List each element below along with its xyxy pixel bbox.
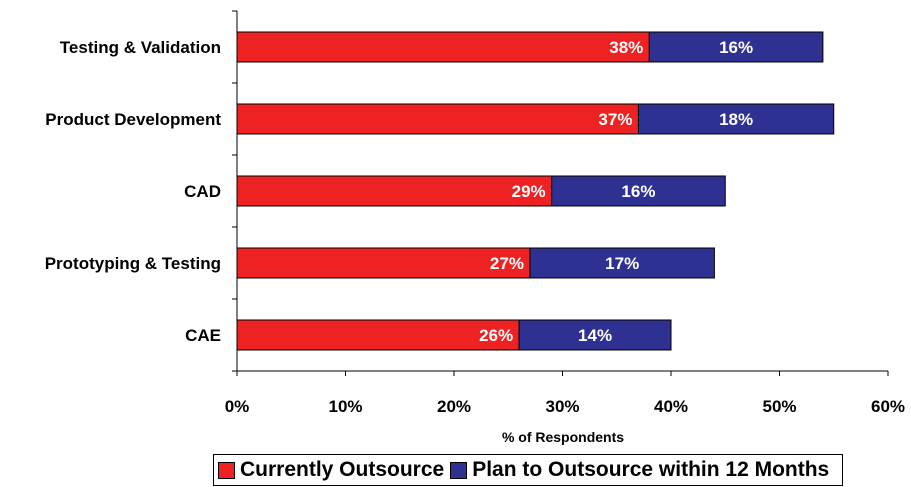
- legend-label-plan-to-outsource: Plan to Outsource within 12 Months: [472, 458, 830, 481]
- bar-plan-to-outsource: [637, 103, 835, 135]
- data-label-plan-to-outsource: 17%: [605, 254, 639, 273]
- bar-currently-outsource: [236, 319, 520, 351]
- bar-plan-to-outsource: [529, 247, 715, 279]
- x-tick-label: 0%: [225, 397, 250, 416]
- legend-swatch-red: [218, 461, 235, 479]
- category-label: Prototyping & Testing: [45, 254, 221, 273]
- category-label: CAD: [184, 182, 221, 201]
- x-tick-label: 50%: [762, 397, 796, 416]
- bar-currently-outsource: [236, 103, 639, 135]
- bar-currently-outsource: [236, 247, 531, 279]
- bar-plan-to-outsource: [648, 31, 824, 63]
- data-label-plan-to-outsource: 16%: [719, 38, 753, 57]
- data-label-plan-to-outsource: 18%: [719, 110, 753, 129]
- x-tick-label: 40%: [654, 397, 688, 416]
- plot-area: 0% 10% 20% 30% 40% 50% 60% Testing & Validation…: [45, 10, 905, 416]
- legend-swatch-blue: [450, 461, 468, 479]
- x-axis-title: % of Respondents: [502, 429, 624, 445]
- bar-plan-to-outsource: [518, 319, 672, 351]
- data-label-currently-outsource: 37%: [598, 110, 632, 129]
- bar-currently-outsource: [236, 175, 553, 207]
- data-label-currently-outsource: 29%: [512, 182, 546, 201]
- data-label-plan-to-outsource: 14%: [578, 326, 612, 345]
- legend-item-plan-to-outsource: Plan to Outsource within 12 Months: [450, 458, 829, 482]
- category-label: CAE: [185, 326, 221, 345]
- legend: Currently Outsource Plan to Outsource wi…: [213, 454, 843, 486]
- bar-plan-to-outsource: [551, 175, 726, 207]
- data-label-currently-outsource: 26%: [479, 326, 513, 345]
- x-tick-label: 10%: [328, 397, 362, 416]
- x-tick-label: 20%: [437, 397, 471, 416]
- category-label: Testing & Validation: [60, 38, 221, 57]
- legend-item-currently-outsource: Currently Outsource: [218, 458, 444, 482]
- x-tick-label: 60%: [871, 397, 905, 416]
- bar-currently-outsource: [236, 31, 650, 63]
- legend-label-currently-outsource: Currently Outsource: [240, 458, 445, 481]
- x-tick-label: 30%: [545, 397, 579, 416]
- data-label-currently-outsource: 38%: [609, 38, 643, 57]
- data-label-currently-outsource: 27%: [490, 254, 524, 273]
- data-label-plan-to-outsource: 16%: [621, 182, 655, 201]
- category-label: Product Development: [45, 110, 221, 129]
